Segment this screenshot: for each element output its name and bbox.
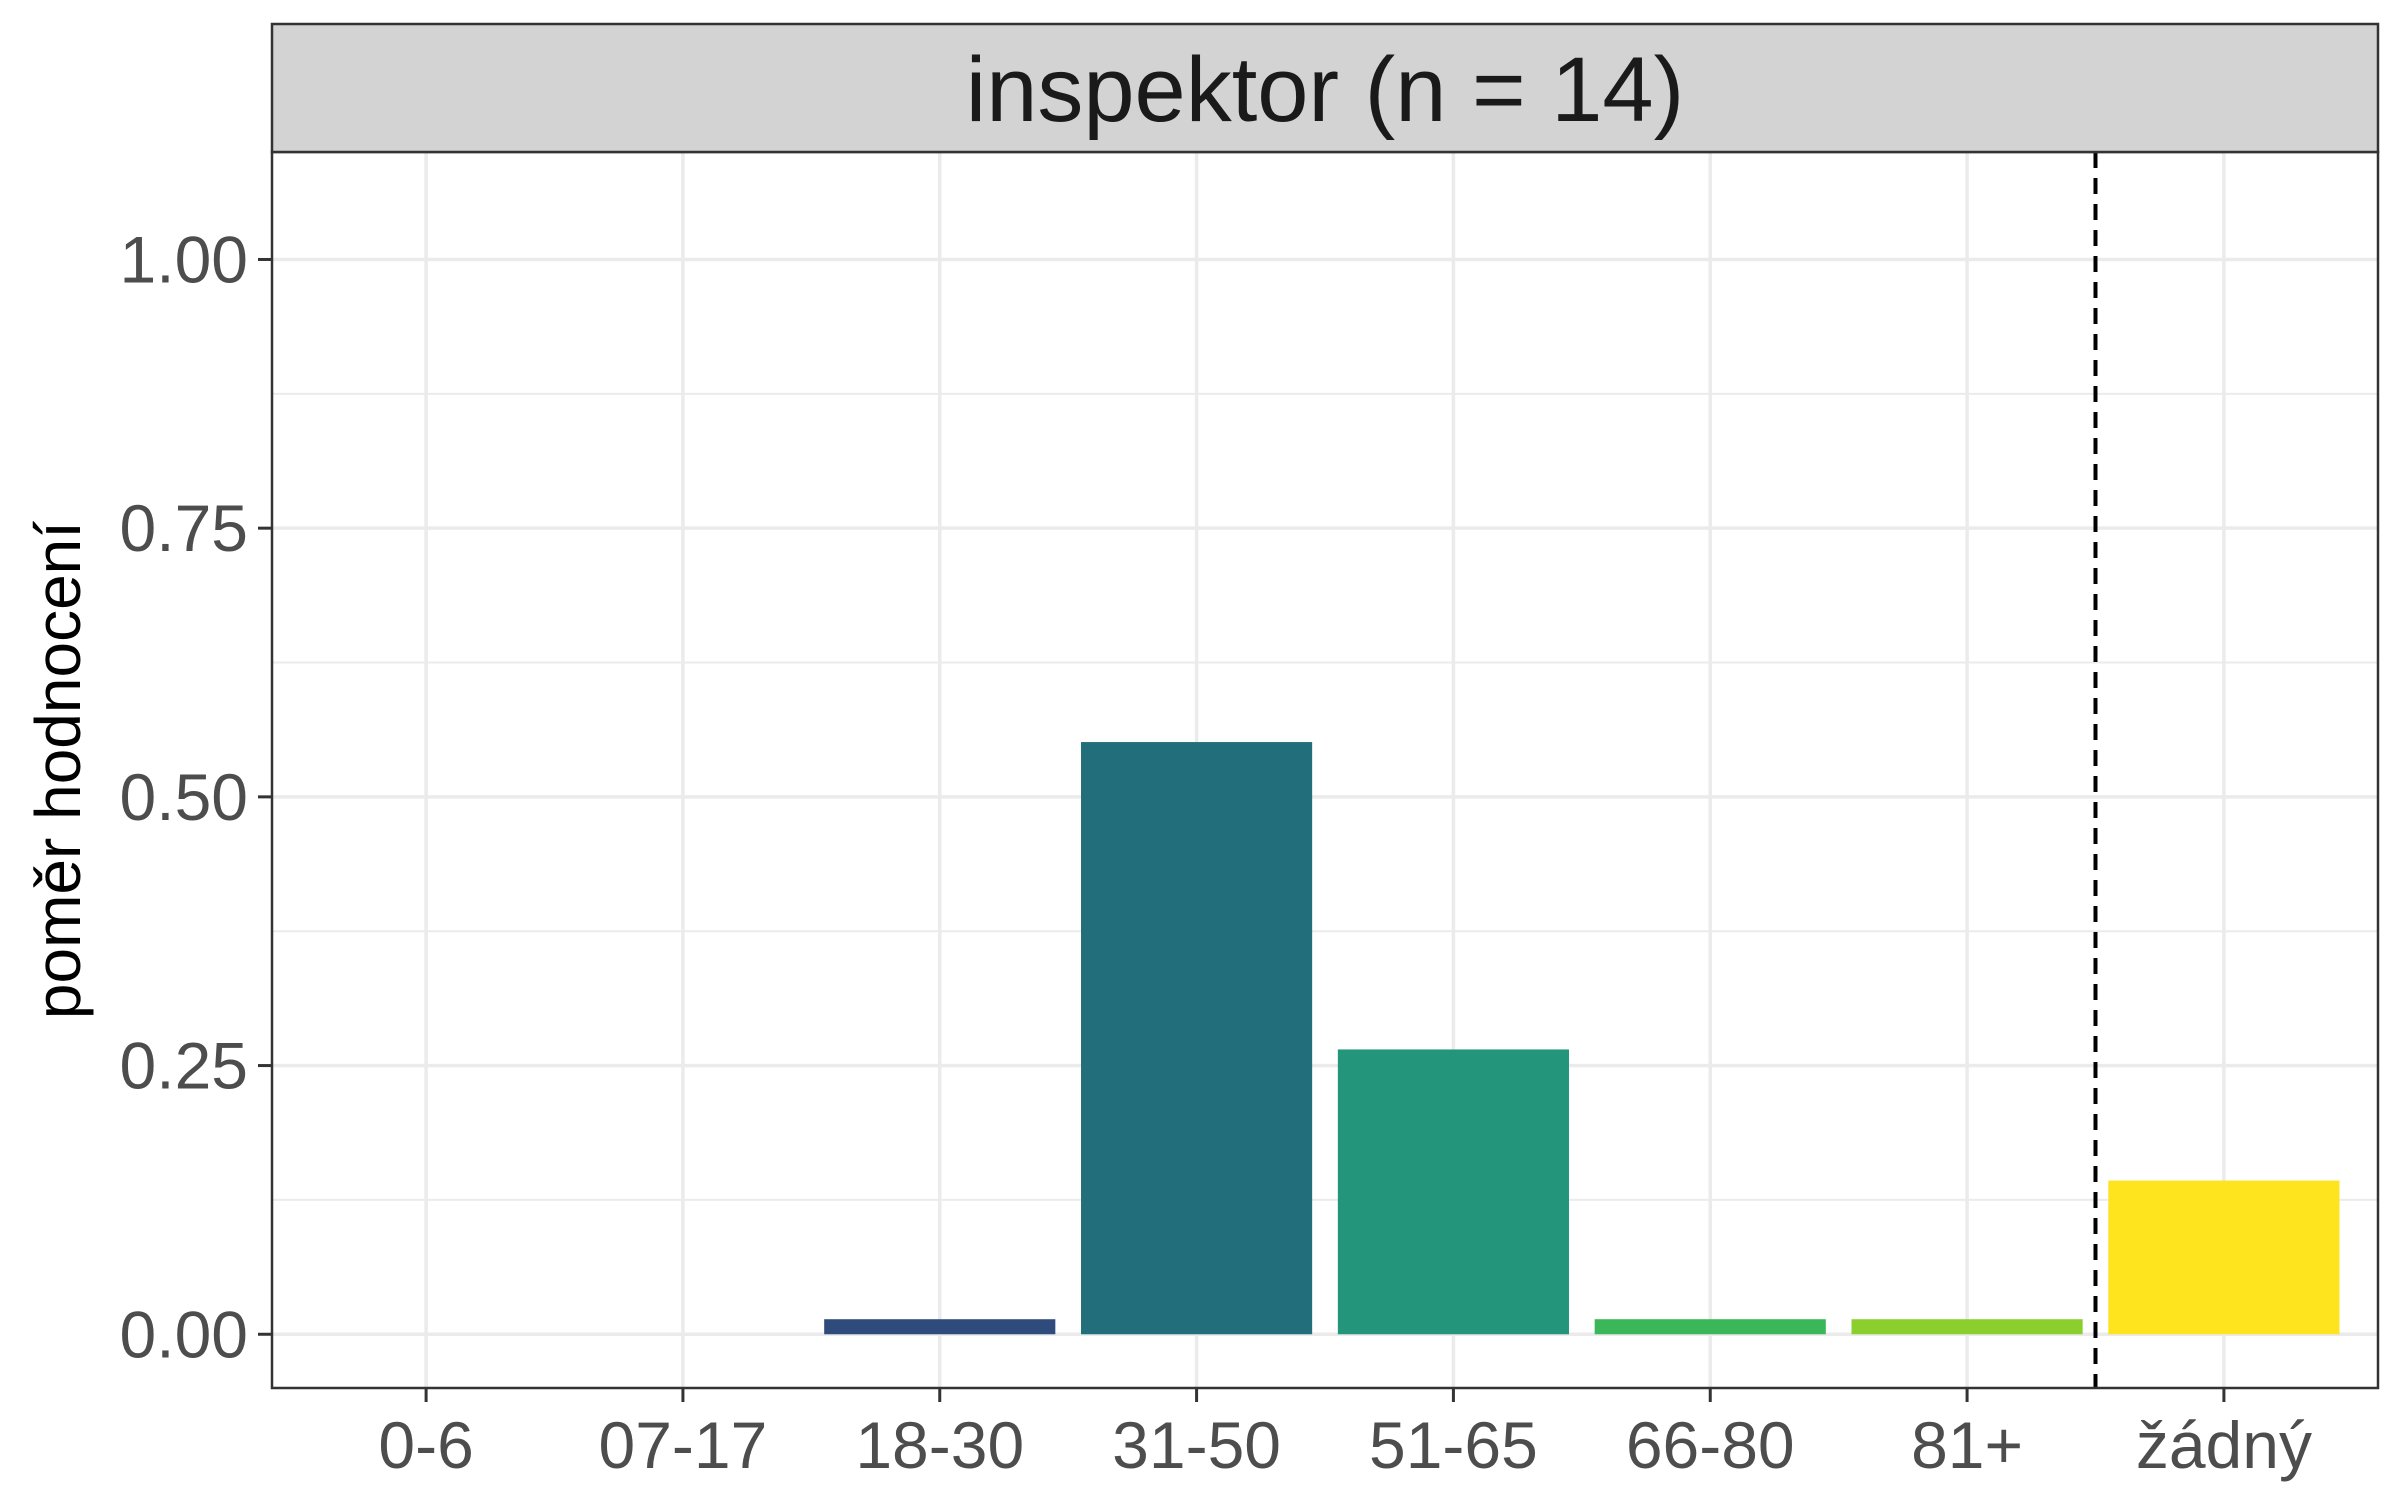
y-tick-label: 0.00 [120, 1297, 248, 1371]
bar-žádný [2108, 1180, 2340, 1335]
x-tick-label: 66-80 [1626, 1408, 1795, 1482]
y-tick-label: 0.50 [120, 760, 248, 834]
x-axis: 0-6 07-17 18-30 31-50 51-65 66-80 81+ žádný [378, 1388, 2312, 1482]
bar-66-80 [1594, 1319, 1826, 1335]
facet-title: inspektor (n = 14) [966, 39, 1684, 141]
y-tick-label: 0.25 [120, 1029, 248, 1103]
x-tick-label: 18-30 [855, 1408, 1024, 1482]
x-tick-label: žádný [2136, 1408, 2312, 1482]
grid-lines [272, 152, 2378, 1388]
y-axis: 0.00 0.25 0.50 0.75 1.00 [120, 222, 272, 1371]
x-tick-label: 81+ [1911, 1408, 2023, 1482]
x-tick-label: 31-50 [1112, 1408, 1281, 1482]
y-tick-label: 1.00 [120, 222, 248, 296]
x-tick-label: 51-65 [1369, 1408, 1538, 1482]
bar-81+ [1851, 1319, 2083, 1335]
x-tick-label: 0-6 [378, 1408, 473, 1482]
x-tick-label: 07-17 [599, 1408, 768, 1482]
y-tick-label: 0.75 [120, 491, 248, 565]
bars [824, 742, 2340, 1335]
y-axis-title: poměr hodnocení [22, 521, 94, 1019]
bar-18-30 [824, 1319, 1056, 1335]
bar-51-65 [1337, 1049, 1569, 1335]
bar-31-50 [1081, 742, 1313, 1335]
panel-border [270, 150, 2380, 1390]
facet-strip [270, 22, 2380, 154]
